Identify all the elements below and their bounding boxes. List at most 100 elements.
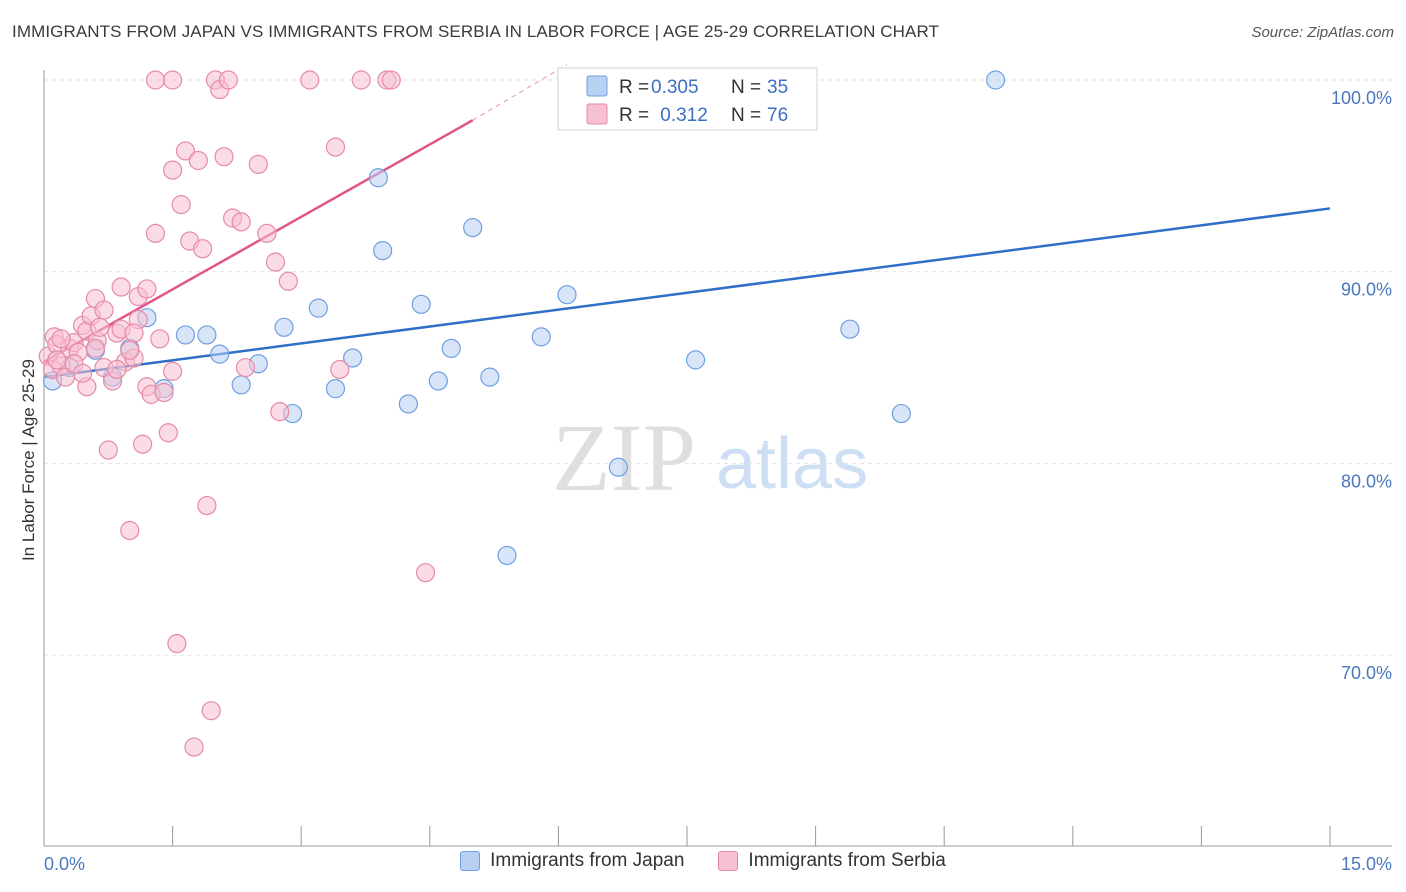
point-japan-7	[175, 325, 196, 345]
legend-swatch-japan	[586, 75, 608, 97]
legend-r-value-serbia: 0.312	[655, 105, 708, 126]
point-japan-25	[497, 545, 517, 566]
point-japan-32	[840, 319, 860, 339]
trend-line-japan	[43, 207, 1331, 379]
legend-r-value-japan: 0.305	[651, 77, 699, 98]
point-serbia-45	[201, 701, 221, 721]
point-japan-9	[210, 344, 230, 364]
point-japan-10	[231, 375, 251, 395]
legend-swatch-serbia	[586, 103, 608, 125]
legend-n-value-japan: 35	[767, 77, 788, 98]
point-serbia-31	[145, 223, 166, 243]
point-serbia-62	[415, 563, 436, 583]
point-serbia-60	[351, 70, 371, 90]
point-japan-14	[308, 298, 328, 318]
point-serbia-27	[132, 434, 153, 454]
watermark-zip: ZIP	[552, 404, 696, 511]
point-serbia-56	[278, 271, 298, 291]
point-serbia-67	[120, 340, 140, 360]
point-japan-16	[343, 348, 363, 368]
point-serbia-57	[300, 70, 320, 90]
legend-item-serbia[interactable]: Immigrants from Serbia	[718, 850, 946, 872]
point-serbia-20	[111, 277, 131, 297]
legend-n-label-serbia: N =	[731, 105, 766, 126]
point-serbia-48	[214, 147, 234, 167]
point-serbia-41	[184, 737, 204, 757]
point-serbia-75	[47, 350, 67, 370]
point-serbia-23	[120, 520, 140, 541]
legend-r-label-serbia: R =	[619, 105, 654, 126]
point-serbia-66	[381, 70, 401, 90]
y-tick-label-2: 80.0%	[1341, 471, 1392, 491]
point-serbia-44	[197, 495, 217, 516]
x-tick-label-min: 0.0%	[44, 854, 85, 874]
point-serbia-65	[218, 70, 238, 90]
point-serbia-74	[51, 329, 71, 349]
y-tick-labels: 100.0% 90.0% 80.0% 70.0%	[1331, 88, 1392, 683]
y-tick-label-3: 70.0%	[1341, 663, 1392, 683]
point-serbia-71	[94, 300, 114, 320]
point-serbia-53	[257, 223, 277, 243]
point-japan-34	[986, 70, 1006, 90]
point-japan-19	[398, 394, 418, 414]
y-tick-label-0: 100.0%	[1331, 88, 1392, 108]
point-japan-15	[325, 379, 346, 399]
x-ticks	[43, 826, 1331, 846]
point-serbia-73	[124, 323, 144, 343]
legend-swatch-serbia-bottom	[718, 851, 739, 871]
point-japan-33	[891, 403, 911, 424]
legend-label-japan: Immigrants from Japan	[490, 850, 685, 871]
point-japan-31	[685, 350, 706, 370]
point-serbia-50	[231, 212, 251, 232]
series-legend: Immigrants from Japan Immigrants from Se…	[0, 850, 1406, 872]
point-serbia-51	[235, 357, 256, 378]
x-tick-label-max: 15.0%	[1341, 854, 1392, 874]
point-serbia-55	[270, 402, 290, 422]
point-japan-8	[197, 325, 217, 345]
point-serbia-17	[98, 440, 118, 460]
legend-swatch-japan-bottom	[460, 851, 481, 871]
chart-title: IMMIGRANTS FROM JAPAN VS IMMIGRANTS FROM…	[12, 22, 940, 41]
point-serbia-72	[107, 359, 127, 380]
point-japan-23	[463, 218, 483, 238]
point-japan-27	[557, 285, 577, 305]
legend-n-label-japan: N =	[731, 77, 766, 98]
correlation-legend: R = 0.305 N = 35 R = 0.312 N = 76	[557, 67, 818, 131]
point-serbia-42	[188, 150, 208, 171]
point-serbia-34	[158, 423, 178, 443]
point-serbia-37	[167, 633, 187, 654]
point-serbia-63	[145, 70, 166, 90]
point-serbia-58	[325, 137, 346, 157]
point-serbia-36	[163, 361, 183, 381]
point-serbia-35	[163, 160, 183, 180]
y-axis-label: In Labor Force | Age 25-29	[19, 359, 38, 561]
point-serbia-29	[137, 279, 157, 299]
point-serbia-52	[248, 154, 268, 174]
point-serbia-70	[85, 338, 106, 358]
point-japan-22	[441, 338, 461, 358]
point-japan-21	[428, 371, 448, 391]
watermark: ZIP atlas	[552, 404, 868, 511]
y-tick-label-1: 90.0%	[1341, 280, 1392, 300]
point-serbia-39	[175, 141, 196, 161]
point-serbia-69	[72, 363, 93, 383]
point-serbia-43	[193, 239, 213, 259]
legend-label-serbia: Immigrants from Serbia	[748, 850, 946, 871]
axes	[43, 70, 1392, 847]
point-serbia-64	[163, 70, 183, 90]
point-serbia-54	[265, 252, 286, 272]
point-serbia-32	[150, 329, 170, 349]
legend-r-label-japan: R =	[619, 77, 654, 98]
trend-line-serbia-extension	[472, 64, 568, 121]
point-japan-18	[373, 241, 393, 261]
legend-n-value-serbia: 76	[767, 105, 788, 126]
point-japan-12	[274, 317, 294, 337]
point-serbia-15	[90, 317, 110, 337]
point-serbia-38	[171, 195, 191, 215]
watermark-atlas: atlas	[716, 424, 868, 504]
chart-source: Source: ZipAtlas.com	[1251, 24, 1394, 41]
point-japan-29	[608, 457, 629, 477]
legend-item-japan[interactable]: Immigrants from Japan	[460, 850, 684, 872]
point-japan-20	[411, 294, 431, 314]
